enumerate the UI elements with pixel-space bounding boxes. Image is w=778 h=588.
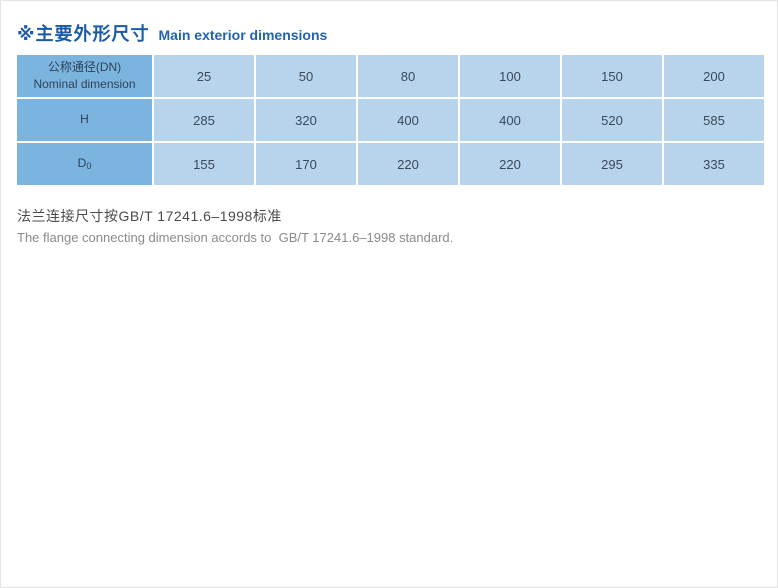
table-cell: 170 (254, 141, 358, 187)
table-cell: 155 (152, 141, 256, 187)
table-cell: 50 (254, 53, 358, 99)
table-row-h: H 285 320 400 400 520 585 (15, 97, 766, 143)
table-row-d0: D0 155 170 220 220 295 335 (15, 141, 766, 187)
flange-standard-note-en: The flange connecting dimension accords … (17, 230, 454, 245)
table-cell: 25 (152, 53, 256, 99)
table-cell: 200 (662, 53, 766, 99)
table-cell: 320 (254, 97, 358, 143)
row-header-d0: D0 (15, 141, 154, 187)
row-header-nominal-dimension: 公称通径(DN) Nominal dimension (15, 53, 154, 99)
table-cell: 520 (560, 97, 664, 143)
section-title: ※主要外形尺寸 Main exterior dimensions (1, 1, 777, 46)
table-cell: 100 (458, 53, 562, 99)
dimensions-table: 公称通径(DN) Nominal dimension 25 50 80 100 … (15, 53, 766, 187)
row-label: H (80, 112, 89, 127)
flange-standard-note-zh: 法兰连接尺寸按GB/T 17241.6–1998标准 (17, 208, 282, 224)
table-cell: 150 (560, 53, 664, 99)
section-title-zh: ※主要外形尺寸 (17, 24, 150, 44)
section-title-en: Main exterior dimensions (158, 27, 328, 43)
table-cell: 400 (458, 97, 562, 143)
table-cell: 295 (560, 141, 664, 187)
table-cell: 285 (152, 97, 256, 143)
table-cell: 585 (662, 97, 766, 143)
row-header-h: H (15, 97, 154, 143)
row-header-zh: 公称通径(DN) (47, 60, 122, 75)
row-label: D (77, 156, 87, 171)
table-cell: 220 (356, 141, 460, 187)
table-row-nominal-dimension: 公称通径(DN) Nominal dimension 25 50 80 100 … (15, 53, 766, 99)
row-header-en: Nominal dimension (33, 77, 136, 91)
flange-standard-note: 法兰连接尺寸按GB/T 17241.6–1998标准 The flange co… (17, 206, 777, 245)
row-label-subscript: 0 (86, 161, 92, 172)
table-cell: 400 (356, 97, 460, 143)
table-cell: 335 (662, 141, 766, 187)
table-cell: 80 (356, 53, 460, 99)
table-cell: 220 (458, 141, 562, 187)
